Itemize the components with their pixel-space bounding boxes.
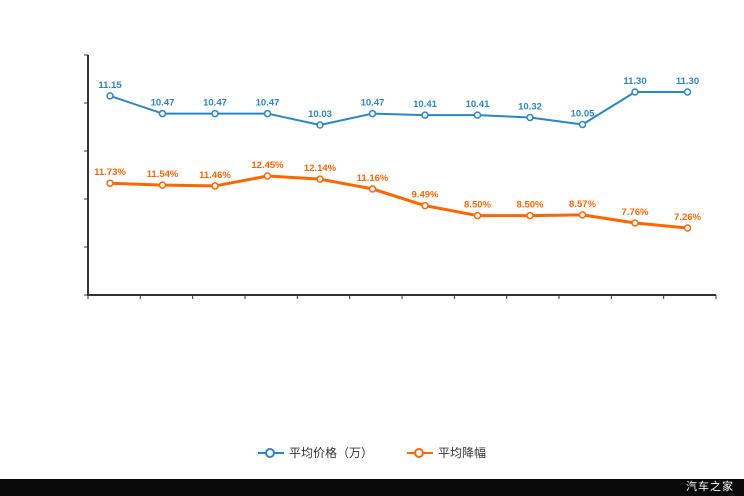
legend-item-average-price[interactable]: 平均价格（万） — [257, 444, 373, 461]
data-point-label: 10.41 — [413, 99, 437, 110]
line-marker-icon — [407, 447, 433, 459]
data-point-label: 7.76% — [622, 207, 649, 218]
data-point-label: 8.50% — [517, 200, 544, 211]
data-point-label: 11.46% — [199, 170, 231, 181]
line-marker-icon — [257, 447, 284, 459]
data-point-marker — [683, 88, 692, 96]
data-point-marker — [211, 182, 219, 190]
data-point-marker — [421, 201, 429, 210]
data-point-label: 11.30 — [676, 76, 699, 87]
price-series-line — [109, 91, 689, 126]
line-chart: 11.15 10.47 10.47 10.47 10.03 10.47 10.41 10.41… — [84, 54, 717, 299]
data-point-label: 8.50% — [464, 200, 491, 211]
data-point-marker — [158, 181, 167, 189]
data-point-label: 8.57% — [569, 199, 596, 210]
data-point-marker — [578, 211, 587, 219]
data-point-label: 11.73% — [94, 167, 126, 178]
data-point-marker — [368, 185, 377, 193]
data-point-marker — [368, 109, 377, 118]
data-point-label: 10.03 — [308, 109, 332, 120]
data-point-marker — [263, 172, 272, 180]
data-point-label: 12.45% — [251, 160, 284, 171]
watermark-bar: 汽车之家 — [0, 479, 744, 496]
data-point-label: 10.32 — [518, 101, 542, 112]
legend-item-average-discount[interactable]: 平均降幅 — [407, 444, 486, 461]
data-point-marker — [473, 211, 482, 220]
data-point-label: 10.47 — [203, 98, 227, 109]
data-point-marker — [631, 88, 639, 96]
legend-label-average-price: 平均价格（万） — [288, 446, 373, 460]
data-point-marker — [316, 175, 324, 183]
data-point-marker — [421, 111, 429, 119]
legend-ring-icon — [264, 447, 275, 458]
chart-legend: 平均价格（万） 平均降幅 — [0, 444, 744, 461]
data-point-label: 9.49% — [412, 190, 439, 201]
data-point-marker — [526, 211, 534, 220]
data-point-marker — [106, 92, 114, 100]
data-point-marker — [631, 219, 639, 227]
data-point-label: 10.05 — [571, 108, 595, 119]
data-point-label: 10.47 — [361, 98, 385, 109]
data-point-marker — [578, 120, 587, 129]
data-point-marker — [316, 121, 324, 129]
discount-series-line — [108, 174, 689, 230]
watermark-text: 汽车之家 — [686, 481, 734, 493]
data-point-label: 12.14% — [304, 163, 337, 174]
data-point-label: 11.30 — [623, 76, 646, 87]
data-point-label: 7.26% — [674, 212, 701, 223]
data-point-marker — [106, 179, 114, 187]
data-point-label: 10.41 — [466, 99, 490, 110]
data-point-marker — [211, 109, 219, 118]
data-point-marker — [263, 109, 272, 118]
data-point-label: 11.16% — [357, 173, 389, 184]
data-point-marker — [473, 111, 482, 119]
legend-label-average-discount: 平均降幅 — [438, 446, 487, 460]
data-point-marker — [526, 113, 534, 122]
data-point-label: 11.15 — [98, 80, 122, 91]
data-point-marker — [683, 224, 692, 232]
data-point-label: 10.47 — [256, 98, 280, 109]
data-point-label: 11.54% — [147, 169, 179, 180]
data-point-label: 10.47 — [151, 98, 175, 109]
legend-ring-icon — [414, 447, 424, 458]
data-point-marker — [158, 109, 167, 118]
